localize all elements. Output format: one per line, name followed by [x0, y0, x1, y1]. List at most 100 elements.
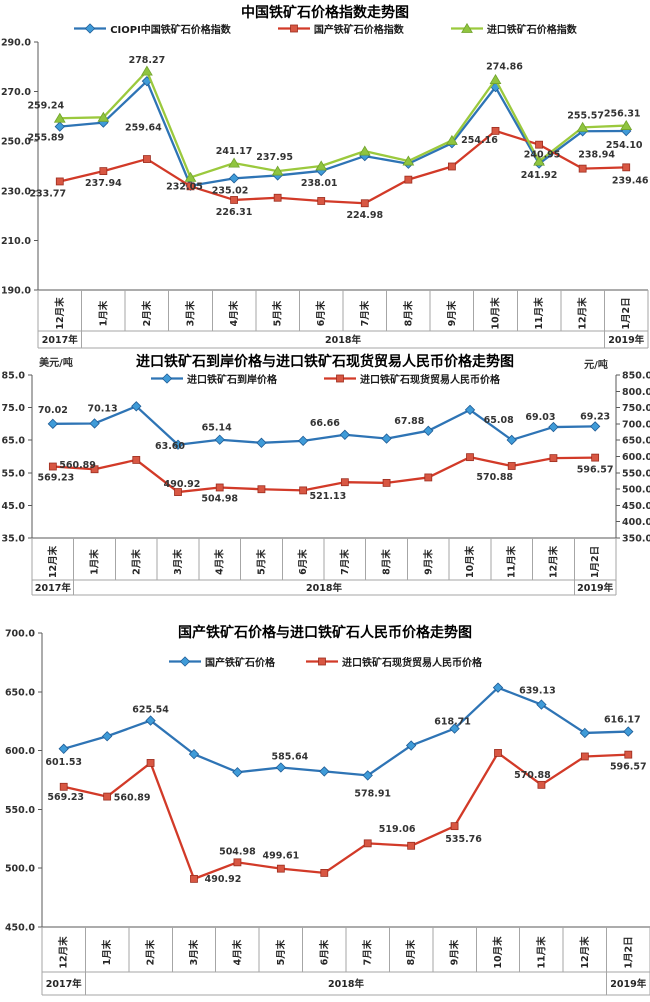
- data-point-square-marker: [215, 483, 224, 492]
- data-point-diamond-marker: [492, 682, 504, 693]
- data-point-diamond-marker: [423, 425, 434, 436]
- data-point-square-marker: [382, 478, 391, 487]
- legend-diamond-marker: [179, 656, 191, 667]
- year-label: 2017年: [35, 582, 71, 594]
- data-point-square-marker: [491, 126, 500, 135]
- series-line-1: [52, 456, 596, 494]
- data-point-triangle-marker: [446, 134, 458, 145]
- series-line-0: [59, 80, 627, 187]
- point-value-label: 65.08: [484, 415, 514, 426]
- y-tick-label: 290.0: [1, 38, 31, 49]
- legend-label: 进口铁矿石价格指数: [486, 25, 577, 36]
- point-value-label: 578.91: [354, 788, 391, 799]
- y-tick-label: 550.0: [5, 805, 35, 816]
- x-category-label: 11月末: [535, 936, 547, 969]
- year-label: 2019年: [608, 334, 644, 346]
- data-point-square-marker: [407, 841, 416, 850]
- point-value-label: 241.17: [216, 146, 253, 157]
- point-value-label: 69.23: [580, 411, 610, 422]
- right-tick-label: 350.0: [622, 534, 650, 545]
- x-category-label: 11月末: [533, 297, 545, 330]
- point-value-label: 639.13: [519, 686, 556, 697]
- data-point-triangle-marker: [271, 165, 284, 176]
- y-tick-label: 45.0: [2, 501, 26, 512]
- series-line-1: [63, 751, 629, 881]
- point-value-label: 521.13: [310, 491, 347, 502]
- legend-item-1: 进口铁矿石现货贸易人民币价格: [305, 654, 482, 669]
- data-point-square-marker: [103, 792, 112, 801]
- point-value-label: 569.23: [38, 473, 75, 484]
- year-label: 2018年: [306, 582, 342, 594]
- chart-legend: 国产铁矿石价格 进口铁矿石现货贸易人民币价格: [0, 654, 650, 669]
- year-label: 2017年: [46, 978, 82, 990]
- x-category-label: 11月末: [506, 545, 518, 578]
- point-value-label: 570.88: [514, 770, 551, 781]
- data-point-square-marker: [450, 822, 459, 831]
- year-label: 2018年: [325, 334, 361, 346]
- data-point-square-marker: [448, 162, 456, 171]
- point-value-label: 70.13: [88, 403, 118, 414]
- year-label: 2019年: [610, 978, 646, 990]
- legend-square-marker: [318, 657, 326, 666]
- point-value-label: 238.01: [301, 178, 338, 189]
- legend-label: 进口铁矿石现货贸易人民币价格: [360, 375, 500, 386]
- legend-diamond-marker: [161, 373, 173, 384]
- point-value-label: 560.89: [59, 460, 96, 471]
- y-tick-label: 250.0: [1, 137, 31, 148]
- data-point-square-marker: [624, 750, 633, 759]
- data-point-diamond-marker: [47, 418, 59, 430]
- point-value-label: 616.17: [604, 715, 641, 726]
- point-value-label: 569.23: [47, 792, 84, 803]
- series-line-2: [59, 69, 627, 179]
- x-category-label: 4月末: [228, 300, 240, 326]
- right-tick-label: 500.0: [622, 485, 650, 496]
- data-point-triangle-marker: [141, 65, 153, 76]
- data-point-square-marker: [55, 177, 64, 186]
- data-point-diamond-marker: [297, 435, 309, 447]
- data-point-diamond-marker: [256, 437, 267, 448]
- x-category-label: 12月末: [579, 936, 591, 969]
- data-point-diamond-marker: [362, 770, 373, 781]
- data-point-diamond-marker: [589, 421, 601, 432]
- y-tick-label: 35.0: [2, 534, 26, 545]
- left-axis-unit-label: 美元/吨: [39, 356, 73, 369]
- point-value-label: 69.03: [525, 412, 555, 423]
- legend-label: 国产铁矿石价格指数: [313, 25, 404, 36]
- x-category-label: 3月末: [172, 549, 184, 575]
- data-point-square-marker: [591, 453, 600, 462]
- chart-section-3: 700.0 650.0 600.0 550.0 500.0 450.0 12月末 1月末 2月末…: [0, 618, 650, 1002]
- data-point-square-marker: [190, 874, 198, 883]
- chart-title: 国产铁矿石价格与进口铁矿石人民币价格走势图: [178, 625, 472, 641]
- point-value-label: 237.95: [256, 152, 293, 163]
- point-value-label: 255.89: [27, 133, 64, 144]
- x-category-label: 1月2日: [623, 936, 634, 968]
- point-value-label: 259.64: [125, 122, 162, 133]
- x-category-label: 9月末: [449, 939, 461, 965]
- point-value-label: 63.60: [155, 441, 185, 452]
- year-label: 2017年: [42, 334, 78, 346]
- x-category-label: 1月2日: [621, 297, 632, 329]
- data-point-diamond-marker: [145, 715, 156, 726]
- data-point-diamond-marker: [548, 421, 559, 433]
- y-tick-label: 700.0: [5, 629, 35, 640]
- point-value-label: 560.89: [114, 793, 151, 804]
- y-tick-label: 210.0: [1, 236, 31, 247]
- chart-title: 进口铁矿石到岸价格与进口铁矿石现货贸易人民币价格走势图: [136, 354, 514, 370]
- year-label: 2019年: [577, 582, 613, 594]
- point-value-label: 67.88: [394, 416, 424, 427]
- data-point-diamond-marker: [623, 726, 634, 737]
- legend-item-1: 国产铁矿石价格指数: [277, 21, 404, 36]
- data-point-diamond-marker: [89, 418, 100, 429]
- x-category-label: 1月末: [97, 300, 109, 326]
- y-tick-label: 190.0: [1, 286, 31, 297]
- data-point-square-marker: [59, 782, 68, 791]
- data-point-square-marker: [580, 752, 589, 761]
- x-category-label: 1月末: [101, 939, 113, 965]
- right-tick-label: 550.0: [622, 468, 650, 479]
- right-tick-label: 750.0: [622, 403, 650, 414]
- data-point-square-marker: [230, 196, 238, 204]
- legend-triangle-marker: [460, 23, 473, 33]
- data-point-diamond-marker: [101, 731, 113, 742]
- chart-legend: 进口铁矿石到岸价格 进口铁矿石现货贸易人民币价格: [0, 371, 650, 386]
- data-point-triangle-marker: [576, 121, 589, 132]
